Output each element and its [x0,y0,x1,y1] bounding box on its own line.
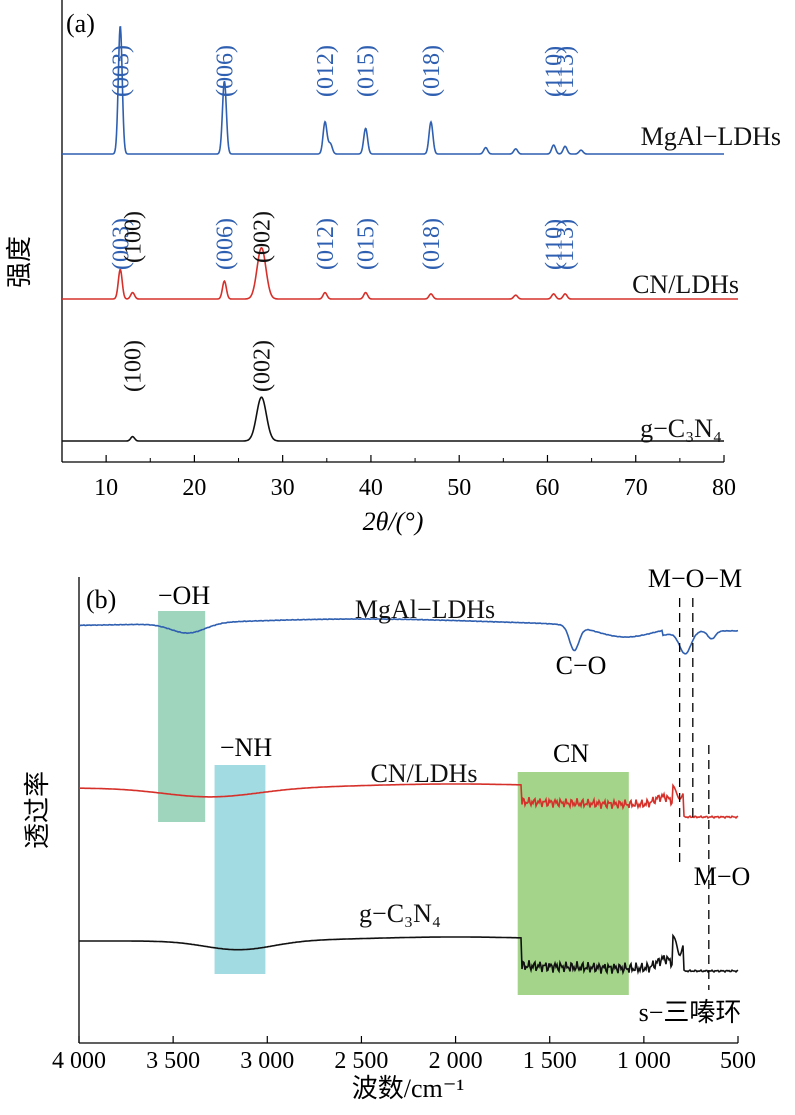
ftir-y-label: 透过率 [23,771,52,849]
ftir-x-tick-label: 3 000 [240,1048,294,1074]
ftir-band-label: −NH [220,733,272,762]
ftir-panel: 4 000 3 500 3 000 2 500 2 000 1 500 1 000 500 (… [23,564,756,1103]
ftir-x-tick-label: 2 500 [334,1048,388,1074]
ftir-x-tick-label: 500 [720,1048,756,1074]
xrd-peak-label: (015) [354,218,380,270]
ftir-series-label: CN/LDHs [371,759,478,788]
xrd-x-tick-label: 50 [447,475,471,501]
xrd-peak-label: (006) [212,218,238,270]
xrd-series-label: g−C₃N₄ [640,414,722,443]
xrd-peak-label: (006) [212,45,238,97]
xrd-peak-label: (012) [313,218,339,270]
ftir-band-label: CN [553,739,589,768]
ftir-band [158,611,206,822]
ftir-annotation-triazine: s−三嗪环 [639,998,742,1027]
ftir-series-label: MgAl−LDHs [355,595,495,624]
xrd-x-tick-label: 70 [624,475,648,501]
xrd-peak-label: (113) [553,46,579,97]
ftir-series-line [79,783,739,820]
xrd-panel: 10 20 30 40 50 60 70 80 (a) 强度 2θ/(°) MgAl−LDHs… [5,0,781,536]
xrd-x-tick-label: 10 [94,475,118,501]
ftir-x-tick-label: 2 000 [429,1048,483,1074]
xrd-x-tick-label: 30 [271,475,295,501]
xrd-x-tick-label: 40 [359,475,383,501]
xrd-series-label: CN/LDHs [632,270,739,299]
xrd-peak-label: (003) [108,218,134,270]
xrd-series-line [62,26,724,155]
ftir-x-label: 波数/cm⁻¹ [352,1074,465,1103]
xrd-x-tick-label: 60 [535,475,559,501]
xrd-x-label: 2θ/(°) [363,507,424,536]
xrd-peak-label: (003) [108,45,134,97]
ftir-band-label: −OH [158,581,210,610]
ftir-panel-label: (b) [86,585,116,614]
xrd-series-line [62,246,738,300]
ftir-annotation-mom: M−O−M [648,564,742,593]
ftir-x-tick-label: 4 000 [52,1048,106,1074]
xrd-peak-label: (015) [354,45,380,97]
xrd-panel-label: (a) [66,9,95,38]
xrd-peak-label: (110) [542,219,568,270]
xrd-peak-label: (100) [121,211,147,263]
ftir-series-line [78,617,739,655]
ftir-x-tick-label: 3 500 [146,1048,200,1074]
xrd-x-tick-label: 80 [712,475,736,501]
ftir-band [214,765,266,974]
ftir-series-line [79,933,739,976]
xrd-series-line [62,396,724,442]
ftir-band [517,772,629,995]
ftir-annotation-mo: M−O [694,862,751,891]
ftir-x-tick-label: 1 500 [523,1048,577,1074]
xrd-peak-label: (113) [553,219,579,270]
xrd-series-label: MgAl−LDHs [641,122,781,151]
xrd-peak-label: (012) [313,45,339,97]
xrd-peak-label: (100) [121,340,147,392]
xrd-peak-label: (002) [250,211,276,263]
xrd-peak-label: (110) [542,46,568,97]
xrd-peak-label: (018) [419,45,445,97]
ftir-x-tick-label: 1 000 [617,1048,671,1074]
xrd-peak-label: (018) [419,218,445,270]
ftir-annotation-co: C−O [556,651,607,680]
xrd-peak-label: (002) [250,340,276,392]
ftir-series-label: g−C₃N₄ [359,899,441,928]
xrd-x-tick-label: 20 [182,475,206,501]
xrd-y-label: 强度 [5,236,34,288]
